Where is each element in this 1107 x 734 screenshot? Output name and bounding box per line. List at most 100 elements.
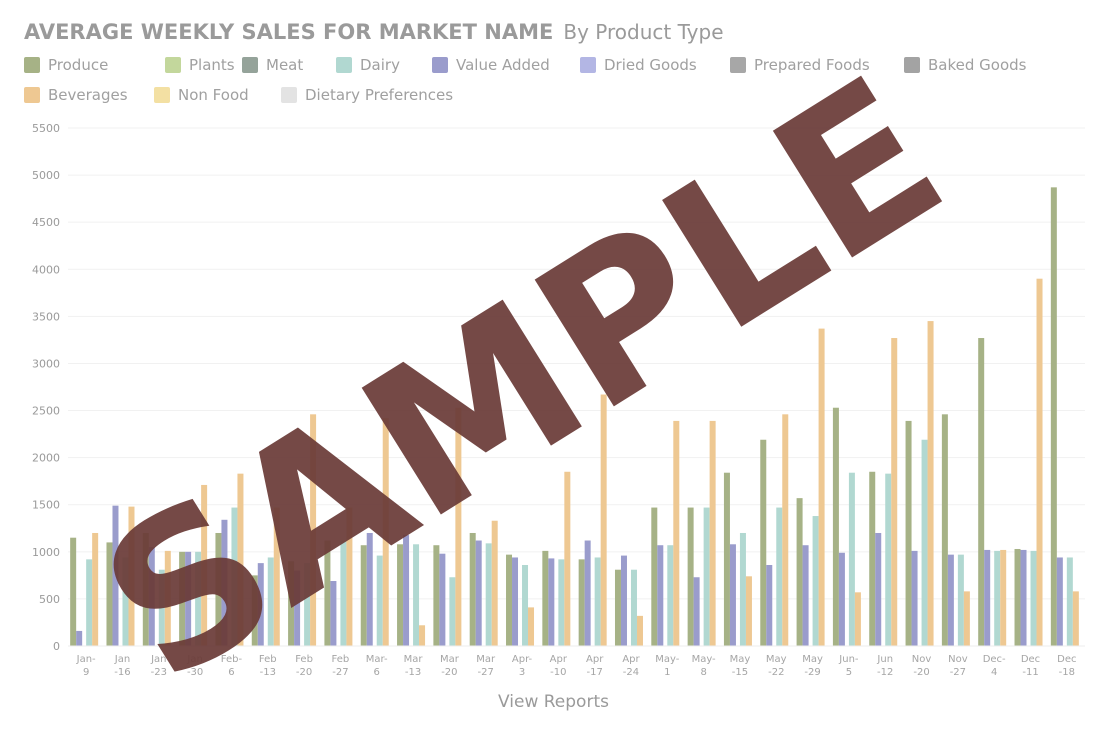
bar-dairy[interactable] — [594, 557, 601, 646]
legend-item-plants[interactable]: Plants — [165, 56, 235, 74]
bar-value-added[interactable] — [947, 554, 954, 646]
bar-value-added[interactable] — [512, 557, 519, 646]
bar-value-added[interactable] — [294, 570, 301, 646]
bar-produce[interactable] — [106, 542, 113, 646]
bar-produce[interactable] — [578, 559, 585, 646]
bar-dairy[interactable] — [413, 544, 420, 646]
bar-dairy[interactable] — [86, 559, 93, 646]
bar-value-added[interactable] — [221, 519, 228, 646]
bar-beverages[interactable] — [128, 506, 135, 646]
bar-dairy[interactable] — [485, 543, 492, 646]
bar-produce[interactable] — [651, 507, 658, 646]
bar-beverages[interactable] — [382, 418, 389, 646]
bar-dairy[interactable] — [776, 507, 783, 646]
bar-value-added[interactable] — [729, 544, 736, 646]
bar-produce[interactable] — [179, 551, 186, 646]
bar-produce[interactable] — [832, 407, 839, 646]
bar-value-added[interactable] — [1020, 549, 1027, 646]
bar-produce[interactable] — [905, 420, 912, 646]
bar-produce[interactable] — [760, 439, 767, 646]
bar-beverages[interactable] — [1072, 591, 1079, 646]
bar-value-added[interactable] — [76, 630, 83, 646]
bar-produce[interactable] — [142, 532, 149, 646]
bar-beverages[interactable] — [745, 576, 752, 646]
bar-dairy[interactable] — [231, 507, 238, 646]
bar-produce[interactable] — [1050, 187, 1057, 647]
bar-beverages[interactable] — [1036, 278, 1043, 646]
bar-produce[interactable] — [360, 545, 367, 646]
bar-produce[interactable] — [723, 472, 730, 646]
bar-dairy[interactable] — [158, 569, 165, 646]
legend-item-dietary-preferences[interactable]: Dietary Preferences — [281, 86, 453, 104]
bar-beverages[interactable] — [164, 550, 171, 646]
legend-item-non-food[interactable]: Non Food — [154, 86, 249, 104]
bar-value-added[interactable] — [584, 540, 591, 646]
bar-value-added[interactable] — [330, 581, 337, 646]
bar-dairy[interactable] — [630, 569, 637, 646]
bar-beverages[interactable] — [782, 414, 789, 646]
bar-produce[interactable] — [251, 575, 258, 646]
bar-produce[interactable] — [433, 545, 440, 646]
bar-beverages[interactable] — [600, 394, 607, 646]
bar-produce[interactable] — [869, 471, 876, 646]
bar-beverages[interactable] — [673, 420, 680, 646]
bar-dairy[interactable] — [994, 550, 1001, 646]
bar-dairy[interactable] — [340, 540, 347, 646]
bar-beverages[interactable] — [455, 407, 462, 646]
bar-beverages[interactable] — [528, 607, 535, 646]
bar-value-added[interactable] — [148, 547, 155, 646]
bar-beverages[interactable] — [1000, 549, 1007, 646]
bar-produce[interactable] — [324, 540, 331, 646]
legend-item-baked-goods[interactable]: Baked Goods — [904, 56, 1026, 74]
bar-beverages[interactable] — [273, 507, 280, 646]
legend-item-meat[interactable]: Meat — [242, 56, 303, 74]
bar-dairy[interactable] — [921, 439, 928, 646]
bar-dairy[interactable] — [885, 473, 892, 646]
bar-dairy[interactable] — [1030, 550, 1037, 646]
legend-item-prepared-foods[interactable]: Prepared Foods — [730, 56, 870, 74]
bar-value-added[interactable] — [475, 540, 482, 646]
bar-value-added[interactable] — [257, 563, 264, 646]
bar-value-added[interactable] — [620, 555, 627, 646]
bar-value-added[interactable] — [657, 545, 664, 646]
bar-dairy[interactable] — [812, 516, 819, 646]
bar-beverages[interactable] — [92, 532, 99, 646]
bar-value-added[interactable] — [875, 532, 882, 646]
bar-dairy[interactable] — [703, 507, 710, 646]
bar-produce[interactable] — [941, 414, 948, 646]
bar-beverages[interactable] — [346, 507, 353, 646]
bar-value-added[interactable] — [693, 577, 700, 646]
bar-beverages[interactable] — [818, 328, 825, 646]
bar-dairy[interactable] — [267, 557, 274, 646]
bar-value-added[interactable] — [984, 549, 991, 646]
bar-dairy[interactable] — [522, 565, 529, 646]
bar-value-added[interactable] — [838, 552, 845, 646]
bar-dairy[interactable] — [304, 563, 311, 646]
bar-value-added[interactable] — [439, 553, 446, 646]
bar-beverages[interactable] — [491, 520, 498, 646]
bar-value-added[interactable] — [403, 534, 410, 646]
bar-dairy[interactable] — [739, 532, 746, 646]
bar-produce[interactable] — [687, 507, 694, 646]
bar-dairy[interactable] — [195, 551, 202, 646]
legend-item-produce[interactable]: Produce — [24, 56, 108, 74]
bar-dairy[interactable] — [1066, 557, 1073, 646]
bar-beverages[interactable] — [564, 471, 571, 646]
bar-dairy[interactable] — [449, 577, 456, 646]
bar-beverages[interactable] — [927, 321, 934, 646]
bar-beverages[interactable] — [201, 484, 208, 646]
bar-dairy[interactable] — [558, 559, 565, 646]
bar-value-added[interactable] — [911, 550, 918, 646]
legend-item-dried-goods[interactable]: Dried Goods — [580, 56, 697, 74]
bar-produce[interactable] — [397, 544, 404, 646]
bar-beverages[interactable] — [636, 615, 643, 646]
bar-value-added[interactable] — [185, 551, 192, 646]
bar-produce[interactable] — [215, 532, 222, 646]
bar-beverages[interactable] — [891, 338, 898, 646]
bar-value-added[interactable] — [802, 545, 809, 646]
bar-dairy[interactable] — [667, 545, 674, 646]
bar-dairy[interactable] — [376, 555, 383, 646]
bar-beverages[interactable] — [419, 625, 426, 646]
bar-produce[interactable] — [70, 537, 77, 646]
bar-dairy[interactable] — [122, 557, 129, 646]
